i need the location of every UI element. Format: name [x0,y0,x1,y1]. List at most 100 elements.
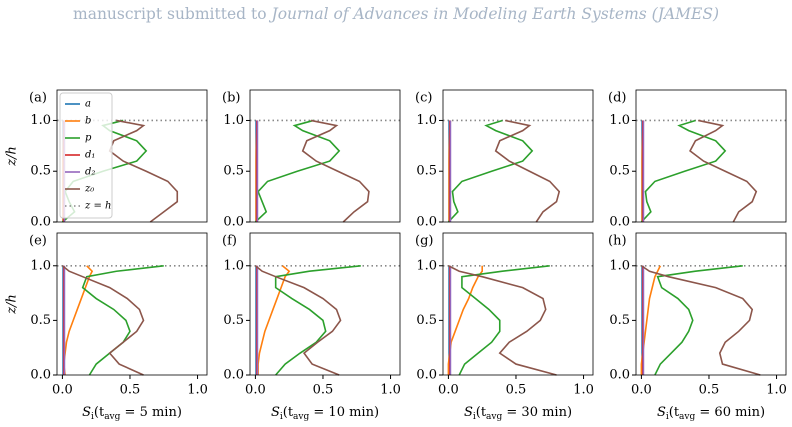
panel-label: (h) [608,234,627,249]
legend-label: a [85,99,91,110]
profile-line [654,264,743,376]
profile-line [640,265,662,375]
x-label-part: S [464,405,473,420]
x-label-part: = 30 min) [502,405,572,420]
panel-label: (b) [222,91,240,106]
header-journal: Journal of Advances in Modeling Earth Sy… [268,5,719,23]
x-label-subscript: avg [104,412,120,422]
y-tick-label: 1.0 [609,258,630,273]
x-tick-label: 0.0 [438,383,459,398]
x-label-subscript: avg [293,412,309,422]
x-tick-label: 1.0 [187,383,208,398]
legend-label: p [85,133,92,144]
panel-label: (a) [29,91,47,106]
legend-label: d₁ [85,150,95,161]
y-tick-label: 1.0 [30,258,51,273]
y-tick-label: 0.5 [416,313,437,328]
y-tick-label: 0.0 [416,215,437,230]
y-tick-label: 1.0 [416,113,437,128]
profile-line [640,265,761,376]
x-label-subscript: i [280,412,283,422]
profile-line [108,119,179,223]
x-tick-label: 1.0 [380,383,401,398]
x-tick-label: 1.0 [573,383,594,398]
x-label-subscript: avg [486,412,502,422]
axes-frame [635,89,787,223]
legend-label: d₂ [85,167,95,178]
profile-line [640,119,727,223]
x-label-part: S [657,405,666,420]
y-axis-label: z/h [5,146,20,167]
axes-frame [56,232,208,376]
profile-line [447,265,483,375]
x-label-part: S [271,405,280,420]
profile-line [301,119,370,223]
y-tick-label: 0.0 [416,368,437,383]
profile-line [81,264,164,376]
legend-label: z = h [84,201,111,212]
y-tick-label: 0.5 [609,164,630,179]
x-label-subscript: i [666,412,669,422]
x-label-part: (t [94,405,105,420]
y-tick-label: 0.5 [223,164,244,179]
profile-line [458,264,550,376]
y-tick-label: 0.0 [30,215,51,230]
y-tick-label: 0.0 [609,215,630,230]
axes-frame [56,89,208,223]
y-tick-label: 0.5 [30,313,51,328]
profile-line [61,265,145,376]
axes-frame [635,232,787,376]
x-label-part: S [82,405,91,420]
panel-label: (c) [415,91,432,106]
profile-line [62,265,94,376]
y-tick-label: 1.0 [609,113,630,128]
legend-label: z₀ [84,184,94,195]
panel-label: (e) [29,234,47,249]
axes-frame [442,89,594,223]
y-tick-label: 0.0 [30,368,51,383]
x-label-subscript: i [473,412,476,422]
y-tick-label: 1.0 [223,113,244,128]
y-tick-label: 1.0 [30,113,51,128]
y-tick-label: 0.0 [609,368,630,383]
x-axis-label: Si(tavg = 10 min) [271,405,379,422]
x-tick-label: 0.0 [631,383,652,398]
y-tick-label: 1.0 [223,258,244,273]
x-axis-label: Si(tavg = 60 min) [657,405,765,422]
header-prefix: manuscript submitted to [73,5,267,23]
y-tick-label: 0.0 [223,215,244,230]
x-tick-label: 0.5 [120,383,141,398]
x-tick-label: 1.0 [766,383,787,398]
x-label-part: (t [283,405,294,420]
axes-frame [249,89,401,223]
running-header: manuscript submitted to Journal of Advan… [73,5,719,23]
axes-frame [442,232,594,376]
profile-line [448,265,557,376]
axes-frame [249,232,401,376]
x-label-subscript: i [91,412,94,422]
x-tick-label: 0.5 [313,383,334,398]
panel-label: (d) [608,91,626,106]
profile-line [689,119,758,223]
y-tick-label: 0.5 [223,313,244,328]
y-tick-label: 1.0 [416,258,437,273]
profile-line [447,119,534,223]
x-label-part: (t [669,405,680,420]
y-tick-label: 0.5 [416,164,437,179]
profile-line [254,119,341,223]
y-tick-label: 0.5 [30,164,51,179]
profile-line [254,265,342,376]
profile-line [494,119,561,223]
x-axis-label: Si(tavg = 30 min) [464,405,572,422]
profile-line [274,264,361,376]
legend-box [59,92,113,219]
x-tick-label: 0.0 [245,383,266,398]
x-tick-label: 0.5 [506,383,527,398]
x-label-part: = 10 min) [309,405,379,420]
y-axis-label: z/h [5,294,20,315]
x-label-part: (t [476,405,487,420]
x-label-part: = 60 min) [695,405,765,420]
x-axis-label: Si(tavg = 5 min) [82,405,182,422]
x-tick-label: 0.5 [699,383,720,398]
